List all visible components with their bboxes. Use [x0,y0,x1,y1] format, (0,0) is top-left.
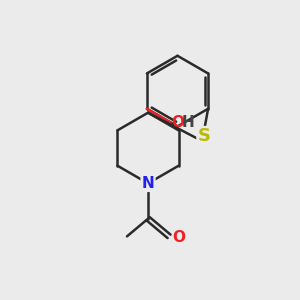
Text: O: O [172,115,185,130]
Text: O: O [172,230,185,245]
Text: N: N [142,176,154,191]
Text: H: H [182,115,194,130]
Text: S: S [198,127,211,145]
